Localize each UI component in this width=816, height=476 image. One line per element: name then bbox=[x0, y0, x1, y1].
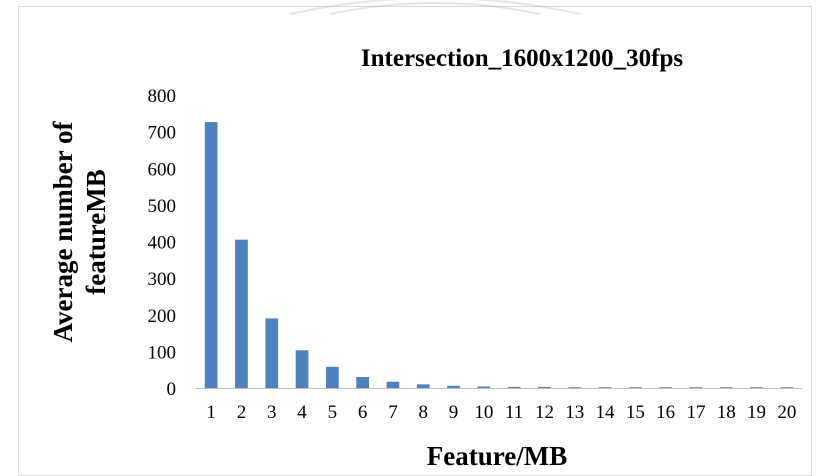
y-tick-label: 300 bbox=[148, 269, 177, 290]
x-tick-label: 12 bbox=[535, 402, 554, 423]
bar-9 bbox=[447, 385, 460, 388]
x-tick-label: 10 bbox=[474, 402, 493, 423]
bar-1 bbox=[204, 122, 218, 388]
x-tick-label: 15 bbox=[626, 402, 645, 423]
bars bbox=[204, 122, 794, 388]
bar-19 bbox=[750, 387, 763, 388]
x-tick-label: 20 bbox=[777, 402, 796, 423]
y-tick-label: 400 bbox=[148, 233, 177, 254]
x-axis-label: Feature/MB bbox=[427, 441, 567, 469]
y-tick-label: 600 bbox=[148, 159, 177, 180]
x-axis-ticks: 1 2 3 4 5 6 7 8 9 10 11 12 13 14 15 16 17 18 19 20 bbox=[206, 402, 796, 423]
y-axis-ticks: 0 100 200 300 400 500 600 700 800 bbox=[148, 86, 177, 400]
x-tick-label: 5 bbox=[328, 402, 338, 423]
x-tick-label: 9 bbox=[449, 402, 459, 423]
x-tick-label: 1 bbox=[206, 402, 216, 423]
bar-15 bbox=[628, 387, 642, 388]
y-tick-label: 200 bbox=[148, 306, 177, 327]
bar-20 bbox=[780, 387, 794, 388]
x-tick-label: 8 bbox=[419, 402, 429, 423]
bar-11 bbox=[507, 386, 521, 388]
bar-8 bbox=[416, 384, 430, 388]
x-tick-label: 18 bbox=[717, 402, 736, 423]
y-tick-label: 100 bbox=[148, 342, 177, 363]
x-tick-label: 4 bbox=[297, 402, 307, 423]
y-tick-label: 0 bbox=[167, 379, 177, 400]
x-tick-label: 7 bbox=[388, 402, 398, 423]
x-tick-label: 17 bbox=[686, 402, 705, 423]
bar-7 bbox=[386, 381, 400, 388]
x-tick-label: 19 bbox=[747, 402, 766, 423]
x-tick-label: 16 bbox=[656, 402, 675, 423]
x-tick-label: 6 bbox=[358, 402, 368, 423]
x-tick-label: 2 bbox=[237, 402, 247, 423]
y-tick-label: 700 bbox=[148, 123, 177, 144]
x-tick-label: 13 bbox=[565, 402, 584, 423]
watermark-logo bbox=[289, 0, 581, 15]
y-tick-label: 800 bbox=[148, 86, 177, 107]
bar-12 bbox=[538, 386, 551, 388]
bar-2 bbox=[235, 239, 248, 388]
bar-4 bbox=[295, 350, 309, 388]
bar-3 bbox=[265, 318, 279, 388]
x-tick-label: 11 bbox=[505, 402, 523, 423]
bar-18 bbox=[719, 387, 733, 388]
y-tick-label: 500 bbox=[148, 196, 177, 217]
bar-17 bbox=[689, 387, 703, 388]
bar-5 bbox=[325, 366, 339, 388]
y-axis-label-line-2: featureMB bbox=[81, 169, 111, 294]
bar-13 bbox=[568, 387, 582, 388]
x-tick-label: 3 bbox=[267, 402, 277, 423]
bar-14 bbox=[598, 387, 612, 388]
x-tick-label: 14 bbox=[596, 402, 616, 423]
y-axis-label: Average number of featureMB bbox=[48, 121, 111, 343]
bar-10 bbox=[477, 386, 491, 388]
bar-16 bbox=[659, 387, 673, 388]
chart-title: Intersection_1600x1200_30fps bbox=[361, 45, 683, 72]
bar-6 bbox=[356, 377, 370, 388]
y-axis-label-line-1: Average number of bbox=[48, 121, 78, 343]
